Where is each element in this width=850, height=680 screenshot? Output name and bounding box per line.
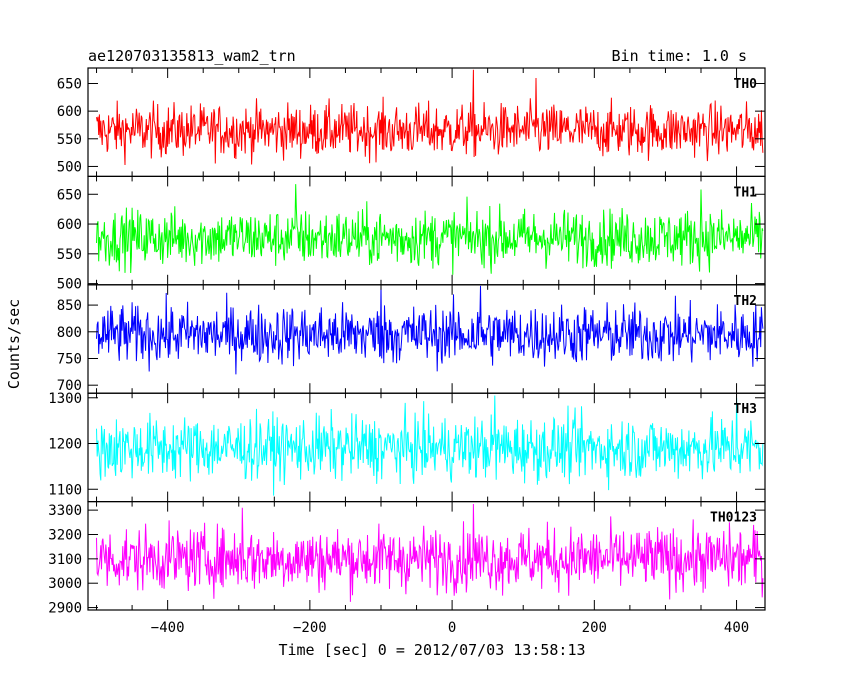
x-tick-label: 0	[448, 620, 456, 636]
x-tick-label: 400	[724, 620, 749, 636]
panels-group: 500 550 600 650 TH0 500 550 600 650 TH1 700 750 800 8…	[48, 67, 766, 636]
y-tick-label: 550	[57, 132, 82, 148]
x-tick-label: 200	[582, 620, 607, 636]
y-tick-label: 600	[57, 104, 82, 120]
y-tick-label: 3100	[48, 552, 82, 568]
y-axis-label: Counts/sec	[5, 299, 23, 389]
panel-th1-frame	[87, 175, 766, 286]
y-tick-label: 650	[57, 76, 82, 92]
y-tick-label: 500	[57, 277, 82, 293]
x-tick-label: −400	[151, 620, 185, 636]
y-tick-label: 1200	[48, 437, 82, 453]
panel-th1-label: TH1	[734, 185, 758, 200]
y-tick-label: 750	[57, 351, 82, 367]
y-tick-label: 850	[57, 298, 82, 314]
panel-th0-label: TH0	[734, 77, 758, 92]
y-tick-label: 3200	[48, 527, 82, 543]
y-tick-label: 3000	[48, 576, 82, 592]
series-th0-line	[96, 69, 764, 166]
series-th1-line	[96, 184, 764, 275]
bin-time-label: Bin time: 1.0 s	[612, 47, 747, 65]
y-tick-label: 1300	[48, 391, 82, 407]
y-tick-label: 500	[57, 159, 82, 175]
y-tick-label: 1100	[48, 482, 82, 498]
panel-th3-label: TH3	[734, 402, 757, 417]
x-axis-label: Time [sec] 0 = 2012/07/03 13:58:13	[278, 641, 585, 659]
chart-title: ae120703135813_wam2_trn	[88, 47, 296, 65]
y-tick-label: 650	[57, 187, 82, 203]
y-tick-label: 3300	[48, 503, 82, 519]
series-th2-line	[96, 284, 764, 375]
panel-th2-label: TH2	[734, 294, 757, 309]
panel-th0123-label: TH0123	[710, 511, 757, 526]
y-tick-label: 800	[57, 325, 82, 341]
y-tick-label: 600	[57, 217, 82, 233]
y-tick-label: 550	[57, 247, 82, 263]
x-tick-label: −200	[293, 620, 327, 636]
series-th0123-line	[96, 503, 764, 602]
panel-th0123-frame	[87, 501, 766, 611]
y-tick-label: 700	[57, 378, 82, 394]
y-tick-label: 2900	[48, 601, 82, 617]
series-th3-line	[96, 395, 764, 496]
